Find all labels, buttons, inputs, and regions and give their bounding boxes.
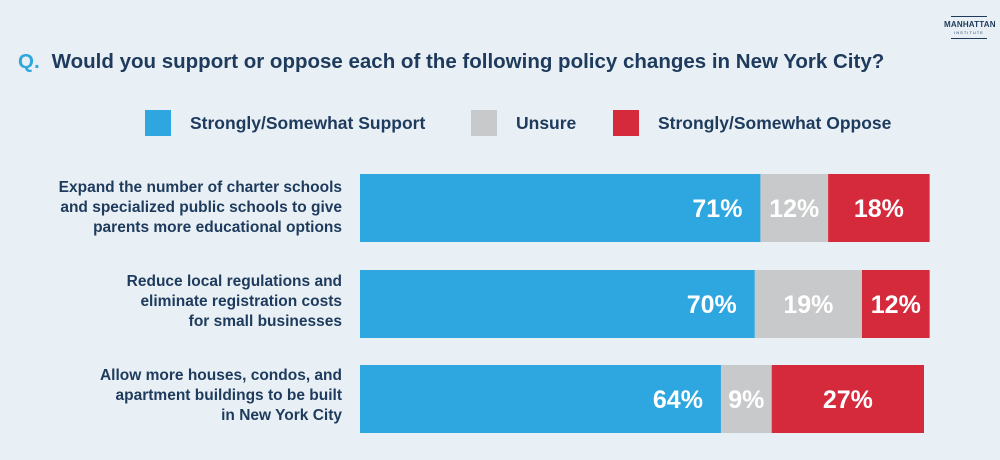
legend-swatch-unsure [471, 110, 497, 136]
data-label-oppose: 18% [854, 195, 904, 223]
legend-item-oppose: Strongly/Somewhat Oppose [613, 110, 891, 136]
category-label-line: apartment buildings to be built [115, 387, 342, 404]
question-marker: Q. [18, 50, 40, 73]
legend-item-unsure: Unsure [471, 110, 576, 136]
data-label-support: 71% [692, 195, 742, 223]
category-label-housing: Allow more houses, condos, and apartment… [20, 366, 342, 426]
bar-segment-support [360, 270, 755, 338]
bar-segment-oppose [861, 270, 930, 338]
category-label-line: parents more educational options [93, 219, 342, 236]
category-label-line: Reduce local regulations and [126, 273, 342, 290]
bar-segment-unsure [760, 174, 829, 242]
bar-segment-oppose [828, 174, 930, 242]
legend-label-oppose: Strongly/Somewhat Oppose [658, 112, 892, 133]
category-label-line: for small businesses [188, 313, 342, 330]
category-label-small-businesses: Reduce local regulations and eliminate r… [20, 272, 342, 332]
category-label-line: eliminate registration costs [140, 293, 342, 310]
category-label-line: Expand the number of charter schools [58, 179, 342, 196]
category-label-line: in New York City [221, 407, 342, 424]
data-label-support: 64% [653, 386, 703, 414]
bar-segment-oppose [771, 365, 924, 433]
legend-swatch-oppose [613, 110, 639, 136]
legend-item-support: Strongly/Somewhat Support [145, 110, 425, 136]
category-label-line: Allow more houses, condos, and [99, 367, 342, 384]
legend-label-support: Strongly/Somewhat Support [190, 112, 426, 133]
bar-segment-support [360, 365, 721, 433]
legend-swatch-support [145, 110, 171, 136]
data-label-unsure: 12% [769, 195, 819, 223]
logo-sub-text: INSTITUTE [954, 30, 984, 35]
category-label-line: and specialized public schools to give [60, 199, 342, 216]
manhattan-institute-logo: MANHATTAN INSTITUTE [944, 16, 996, 39]
question-title: Q. Would you support or oppose each of th… [18, 50, 884, 74]
logo-main-text: MANHATTAN [944, 20, 996, 29]
category-label-charter-schools: Expand the number of charter schools and… [20, 178, 342, 238]
bar-segment-unsure [720, 365, 772, 433]
bar-segment-support [360, 174, 761, 242]
data-label-oppose: 12% [871, 291, 921, 319]
bar-segment-unsure [754, 270, 862, 338]
data-label-support: 70% [687, 291, 737, 319]
question-text: Would you support or oppose each of the … [51, 50, 885, 73]
data-label-unsure: 19% [783, 291, 833, 319]
legend-label-unsure: Unsure [516, 112, 577, 133]
data-label-oppose: 27% [823, 386, 873, 414]
data-label-unsure: 9% [728, 386, 764, 414]
